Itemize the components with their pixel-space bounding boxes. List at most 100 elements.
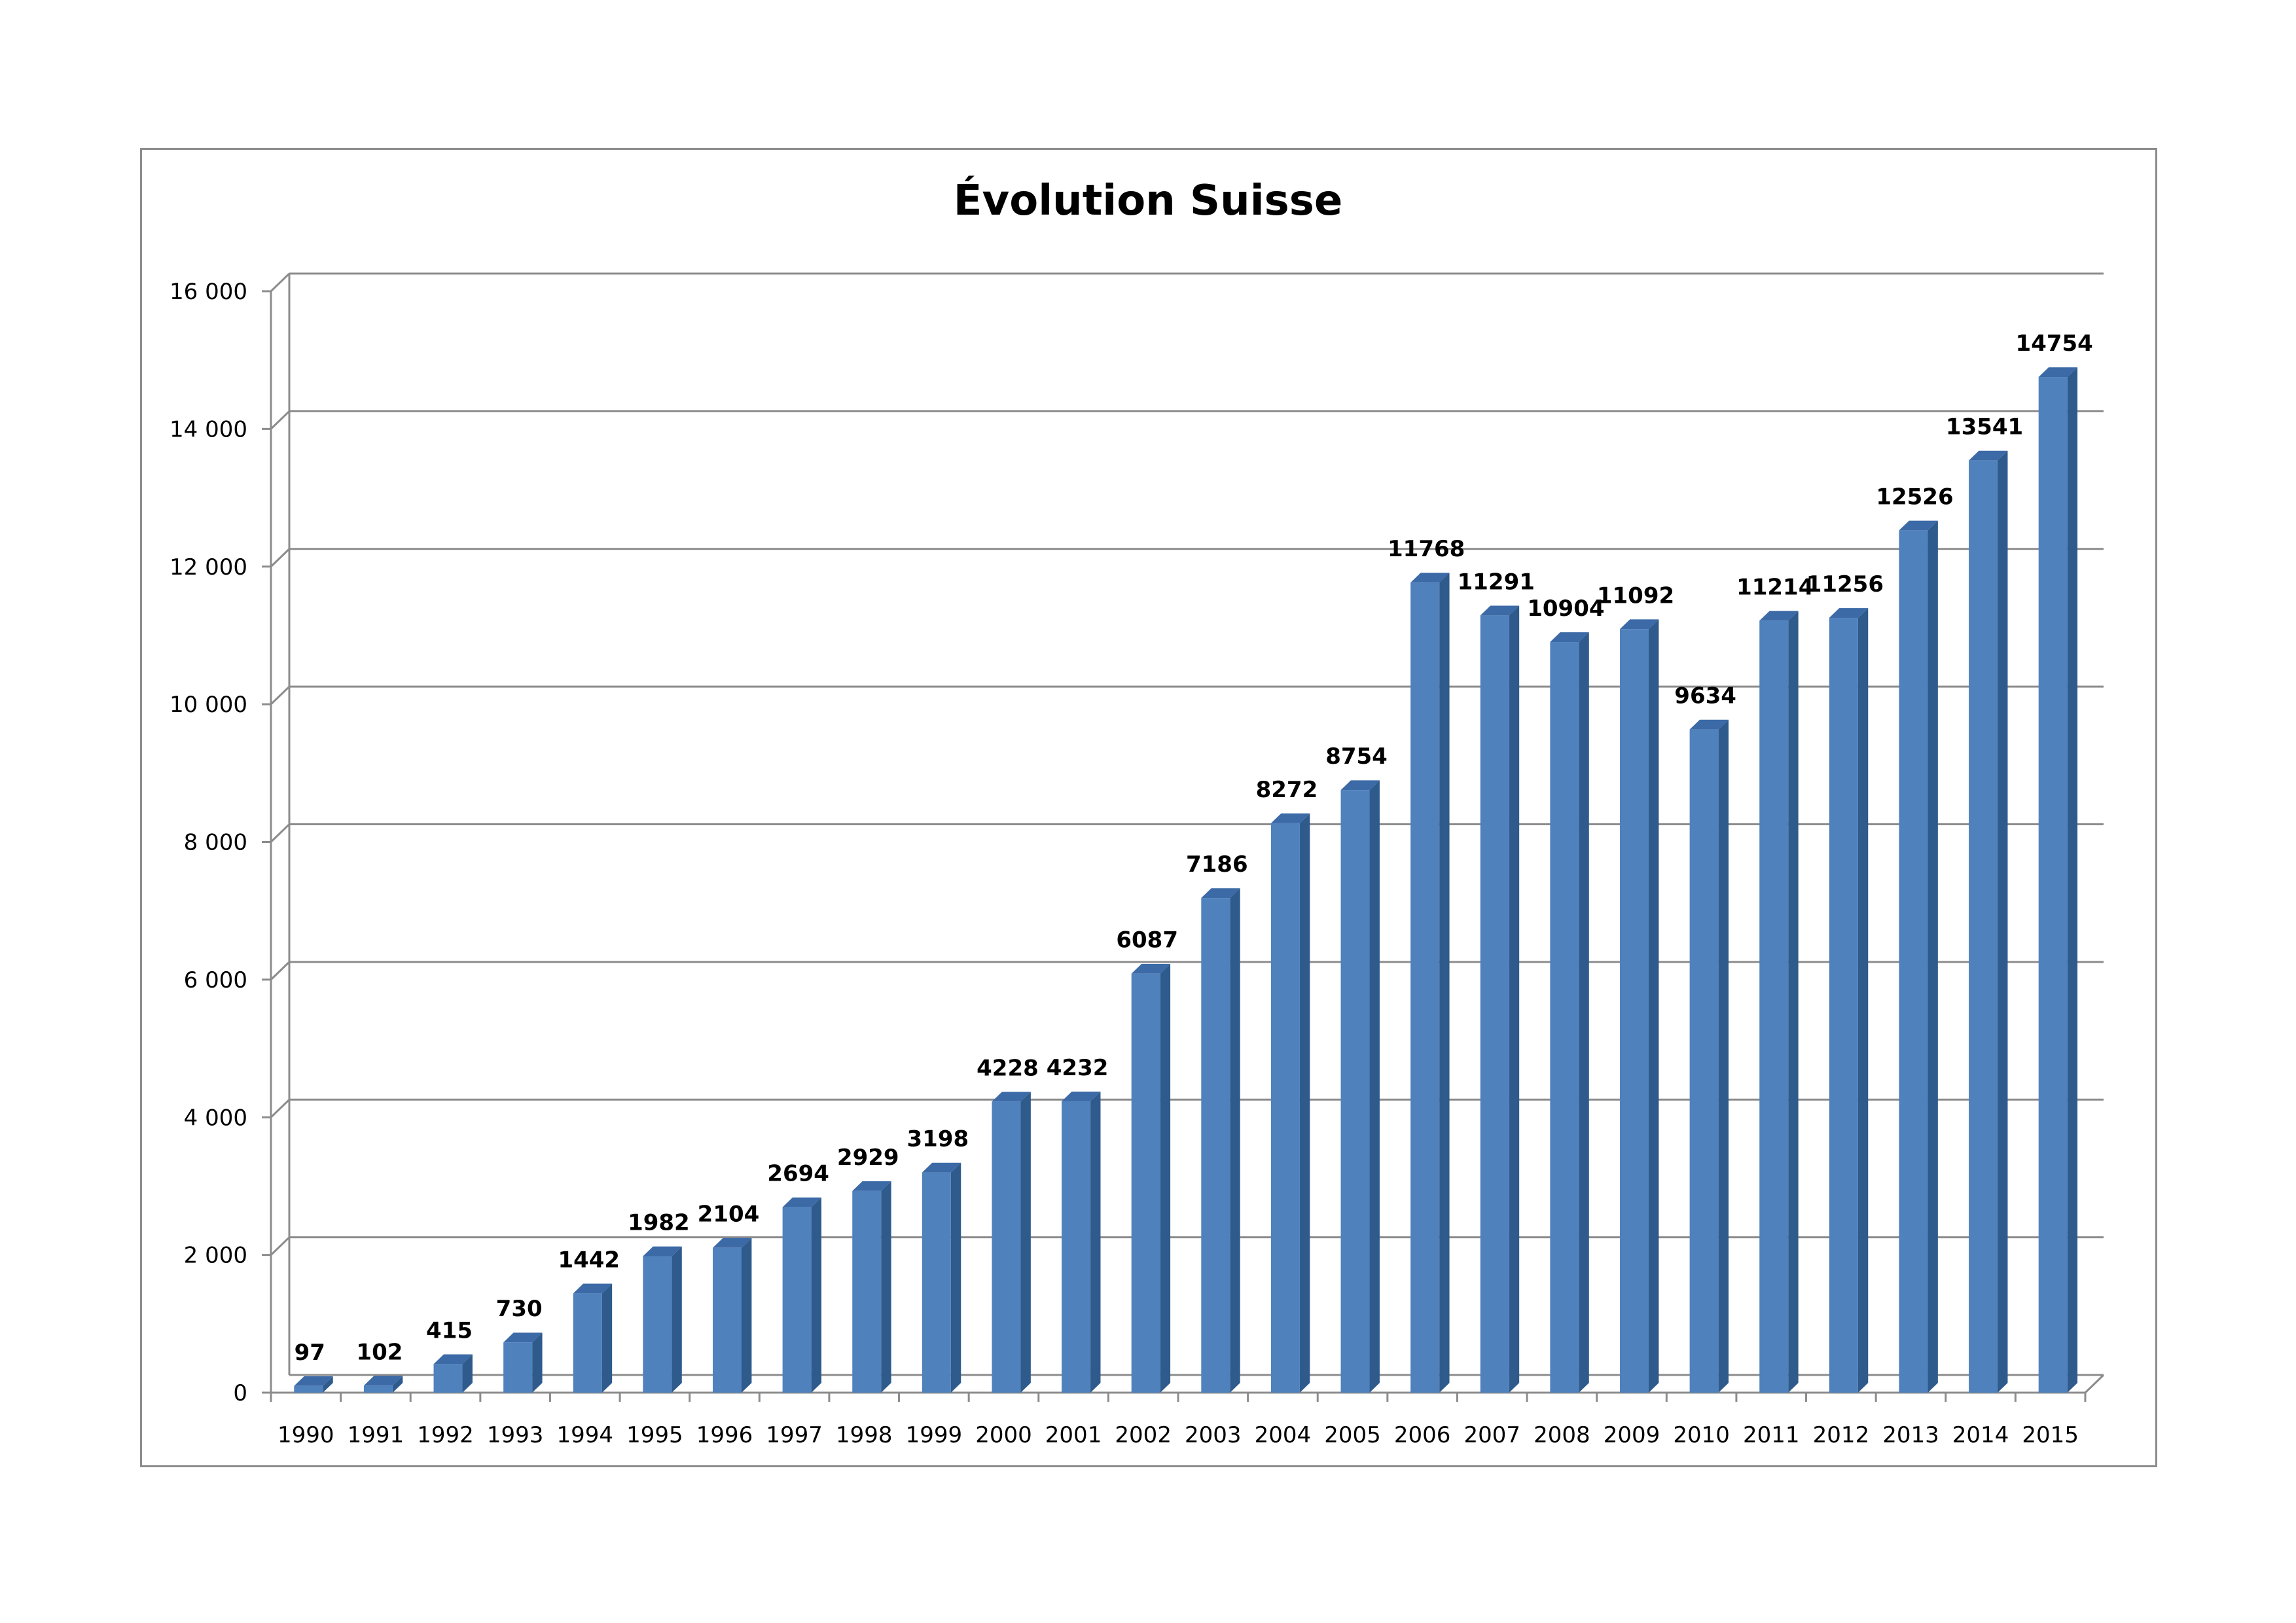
x-tick-label: 1996 xyxy=(696,1422,753,1448)
bar-side xyxy=(811,1197,822,1393)
bar xyxy=(1131,963,1171,1393)
bar xyxy=(852,1181,891,1393)
label-layer: 0 2 000 4 000 6 000 8 000 10 000 12 000 14 000 1… xyxy=(170,279,2093,1448)
bar-front xyxy=(2038,377,2068,1393)
y-tick-label: 0 xyxy=(233,1380,247,1406)
bar-top xyxy=(1131,963,1171,974)
bar-side xyxy=(1020,1092,1031,1393)
x-tick-label: 2015 xyxy=(2022,1422,2079,1448)
bar xyxy=(2038,367,2078,1393)
data-label: 8754 xyxy=(1325,743,1388,770)
bar-top xyxy=(1899,520,1938,531)
bar-top xyxy=(2038,367,2078,378)
y-tick-label: 2 000 xyxy=(184,1243,247,1269)
bar-side xyxy=(1509,605,1520,1393)
bar xyxy=(643,1246,682,1393)
bar-front xyxy=(1689,729,1719,1393)
x-tick-label: 2006 xyxy=(1394,1422,1451,1448)
data-label: 4228 xyxy=(977,1055,1039,1081)
bar-front xyxy=(992,1101,1021,1393)
data-label: 13541 xyxy=(1946,414,2023,440)
x-tick-label: 2005 xyxy=(1324,1422,1381,1448)
bar-front xyxy=(1620,629,1649,1393)
bar-front xyxy=(1131,973,1160,1393)
bar-top xyxy=(1410,573,1450,583)
x-tick-label: 1991 xyxy=(348,1422,404,1448)
bar-front xyxy=(1969,460,1998,1393)
bar-front xyxy=(643,1256,672,1393)
bar xyxy=(1969,450,2008,1393)
data-label: 11214 xyxy=(1736,574,1814,600)
bar-side xyxy=(1439,573,1450,1393)
data-label: 7186 xyxy=(1186,851,1248,878)
bar-front xyxy=(1759,620,1789,1393)
x-tick-label: 1993 xyxy=(487,1422,544,1448)
x-tick-label: 2008 xyxy=(1534,1422,1590,1448)
bar-top xyxy=(1550,632,1589,643)
bar-layer xyxy=(294,367,2078,1393)
bar-top xyxy=(1270,813,1310,823)
bar xyxy=(1340,780,1380,1393)
bar-side xyxy=(1718,719,1729,1393)
bar-top xyxy=(782,1197,822,1207)
grid-layer xyxy=(270,272,2104,1256)
bar-side xyxy=(1230,888,1240,1393)
x-tick-label: 2012 xyxy=(1813,1422,1870,1448)
data-label: 97 xyxy=(295,1340,325,1366)
bar-top xyxy=(1340,780,1380,791)
bar xyxy=(294,1376,333,1393)
bar xyxy=(922,1162,961,1393)
bar-front xyxy=(363,1385,393,1393)
x-tick-label: 2003 xyxy=(1185,1422,1242,1448)
bar-front xyxy=(713,1247,742,1393)
data-label: 1982 xyxy=(628,1210,690,1236)
x-tick-label: 2013 xyxy=(1882,1422,1939,1448)
bar xyxy=(1270,813,1310,1393)
bar-front xyxy=(1270,823,1300,1393)
y-tick-label: 12 000 xyxy=(170,554,247,580)
bar-side xyxy=(532,1332,543,1393)
x-tick-label: 1990 xyxy=(278,1422,334,1448)
bar-front xyxy=(503,1342,533,1393)
y-tick-label: 16 000 xyxy=(170,279,247,305)
bar-top xyxy=(713,1238,752,1248)
gridline-diagonal xyxy=(270,686,291,705)
data-label: 11291 xyxy=(1458,569,1535,595)
bar xyxy=(1829,608,1869,1393)
data-label: 1442 xyxy=(558,1247,620,1273)
x-tick-label: 2011 xyxy=(1743,1422,1800,1448)
x-tick-label: 2007 xyxy=(1464,1422,1521,1448)
bar xyxy=(1899,520,1938,1393)
data-label: 10904 xyxy=(1527,596,1604,622)
bar xyxy=(1410,573,1450,1393)
gridline-diagonal xyxy=(270,548,291,567)
x-tick-label: 2000 xyxy=(975,1422,1032,1448)
bar-side xyxy=(672,1246,682,1393)
bar-top xyxy=(433,1354,473,1364)
bar xyxy=(1062,1091,1101,1393)
data-label: 12526 xyxy=(1876,484,1953,510)
x-tick-label: 2010 xyxy=(1673,1422,1730,1448)
bar-top xyxy=(643,1246,682,1257)
bar-side xyxy=(1090,1091,1101,1393)
bar-front xyxy=(782,1207,812,1393)
bar-side xyxy=(2067,367,2078,1393)
bar xyxy=(1550,632,1589,1393)
bar-front xyxy=(1062,1101,1091,1393)
bar-front xyxy=(852,1190,882,1393)
bar-side xyxy=(1160,963,1171,1393)
data-label: 2929 xyxy=(837,1145,899,1171)
bar xyxy=(1689,719,1729,1393)
bar-top xyxy=(1969,450,2008,461)
gridline-diagonal xyxy=(270,961,291,980)
y-tick-label: 10 000 xyxy=(170,692,247,718)
bar-top xyxy=(1062,1091,1101,1101)
bar xyxy=(1480,605,1520,1393)
bar-side xyxy=(392,1376,403,1393)
data-label: 11256 xyxy=(1806,571,1884,597)
data-label: 9634 xyxy=(1674,683,1736,709)
bar-side xyxy=(1788,611,1799,1393)
bar-front xyxy=(1480,615,1509,1393)
bar xyxy=(433,1354,473,1393)
bar-top xyxy=(294,1376,333,1386)
